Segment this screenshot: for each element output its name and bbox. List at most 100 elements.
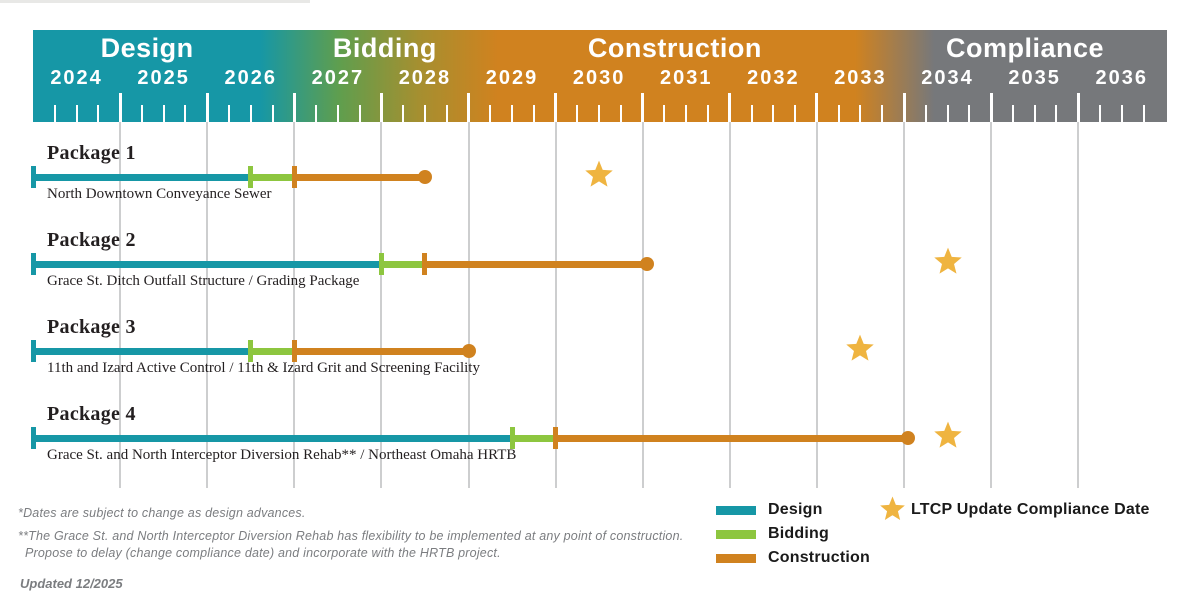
star-icon: [879, 496, 906, 523]
year-gridline-2027: [293, 122, 296, 488]
year-label-2035: 2035: [1008, 67, 1061, 89]
year-label-2026: 2026: [224, 67, 277, 89]
quarter-tick: [315, 105, 318, 122]
legend-label-compliance-star: LTCP Update Compliance Date: [911, 501, 1150, 518]
year-tick: [205, 93, 209, 122]
top-edge-strip: [0, 0, 310, 3]
year-tick: [1076, 93, 1080, 122]
compliance-star-icon: [933, 421, 963, 451]
construction-swatch: [716, 553, 756, 563]
year-tick: [118, 93, 122, 122]
quarter-tick: [97, 105, 100, 122]
construction-bar: [555, 434, 909, 442]
quarter-tick: [1033, 105, 1036, 122]
quarter-tick: [358, 105, 361, 122]
design-bar: [33, 260, 382, 268]
package-title: Package 4: [47, 403, 136, 425]
year-label-2029: 2029: [485, 67, 539, 89]
construction-end-dot: [640, 257, 655, 271]
year-gridline-2035: [990, 122, 993, 488]
package-title: Package 2: [47, 229, 136, 251]
quarter-tick: [271, 105, 274, 122]
quarter-tick: [750, 105, 753, 122]
year-label-2025: 2025: [137, 67, 190, 89]
year-tick: [379, 93, 383, 122]
year-tick: [292, 93, 296, 122]
quarter-tick: [1011, 105, 1014, 122]
construction-bar: [294, 173, 425, 181]
timeline-header-band: Design Bidding Construction Compliance 2024 2…: [33, 30, 1167, 122]
year-tick: [902, 93, 906, 122]
construction-end-dot: [461, 344, 476, 358]
year-label-2034: 2034: [921, 67, 974, 89]
package-title: Package 1: [47, 142, 136, 164]
year-gridline-2030: [554, 122, 557, 488]
package-description: Grace St. and North Interceptor Diversio…: [47, 447, 517, 463]
year-tick: [989, 93, 993, 122]
year-gridline-2032: [728, 122, 731, 488]
quarter-tick: [707, 105, 710, 122]
quarter-tick: [663, 105, 666, 122]
phase-label-construction: Construction: [587, 33, 762, 63]
year-tick: [467, 93, 470, 122]
bidding-bar: [250, 347, 295, 355]
quarter-tick: [619, 105, 622, 122]
design-bar: [33, 173, 251, 181]
year-label-2028: 2028: [398, 67, 452, 89]
bidding-bar: [381, 260, 425, 268]
bidding-bar: [512, 434, 556, 442]
year-gridline-2028: [380, 122, 383, 488]
quarter-tick: [685, 105, 688, 122]
bidding-start-tick: [378, 253, 384, 275]
year-label-2033: 2033: [834, 67, 887, 89]
phase-label-bidding: Bidding: [332, 33, 437, 63]
package-title: Package 3: [47, 316, 136, 338]
year-gridline-2036: [1077, 122, 1080, 488]
design-bar: [33, 347, 251, 355]
footnote-3: Propose to delay (change compliance date…: [25, 546, 501, 560]
legend-label-construction: Construction: [768, 549, 870, 566]
year-label-2032: 2032: [747, 67, 800, 89]
year-label-2030: 2030: [572, 67, 626, 89]
quarter-tick: [423, 105, 426, 122]
package-description: Grace St. Ditch Outfall Structure / Grad…: [47, 273, 360, 289]
quarter-tick: [336, 105, 339, 122]
year-gridline-2034: [903, 122, 905, 488]
quarter-tick: [140, 105, 143, 122]
quarter-tick: [968, 105, 971, 122]
package-description: 11th and Izard Active Control / 11th & I…: [47, 360, 480, 376]
compliance-star-icon: [933, 247, 963, 277]
quarter-tick: [184, 105, 187, 122]
quarter-tick: [227, 105, 230, 122]
quarter-tick: [1142, 105, 1145, 122]
construction-start-tick: [553, 427, 559, 449]
legend-item-bidding: Bidding: [716, 525, 829, 542]
quarter-tick: [881, 105, 884, 122]
year-tick: [728, 93, 732, 122]
quarter-tick: [946, 105, 949, 122]
legend-item-construction: Construction: [716, 549, 870, 566]
year-tick: [815, 93, 819, 122]
year-label-2027: 2027: [311, 67, 365, 89]
construction-start-tick: [422, 253, 428, 275]
quarter-tick: [75, 105, 78, 122]
quarter-tick: [837, 105, 840, 122]
quarter-tick: [924, 105, 927, 122]
legend-label-bidding: Bidding: [768, 525, 829, 542]
design-swatch: [716, 505, 756, 515]
year-tick: [554, 93, 558, 122]
quarter-tick: [511, 105, 514, 122]
year-label-2036: 2036: [1095, 67, 1148, 89]
quarter-tick: [598, 105, 601, 122]
phase-label-compliance: Compliance: [946, 33, 1105, 63]
construction-end-dot: [901, 431, 916, 445]
quarter-tick: [1120, 105, 1123, 122]
quarter-tick: [532, 105, 535, 122]
quarter-tick: [794, 105, 797, 122]
construction-end-dot: [417, 170, 432, 184]
legend-item-design: Design: [716, 501, 823, 518]
footnote-1: *Dates are subject to change as design a…: [18, 506, 306, 520]
bidding-swatch: [716, 529, 756, 539]
quarter-tick: [1098, 105, 1101, 122]
